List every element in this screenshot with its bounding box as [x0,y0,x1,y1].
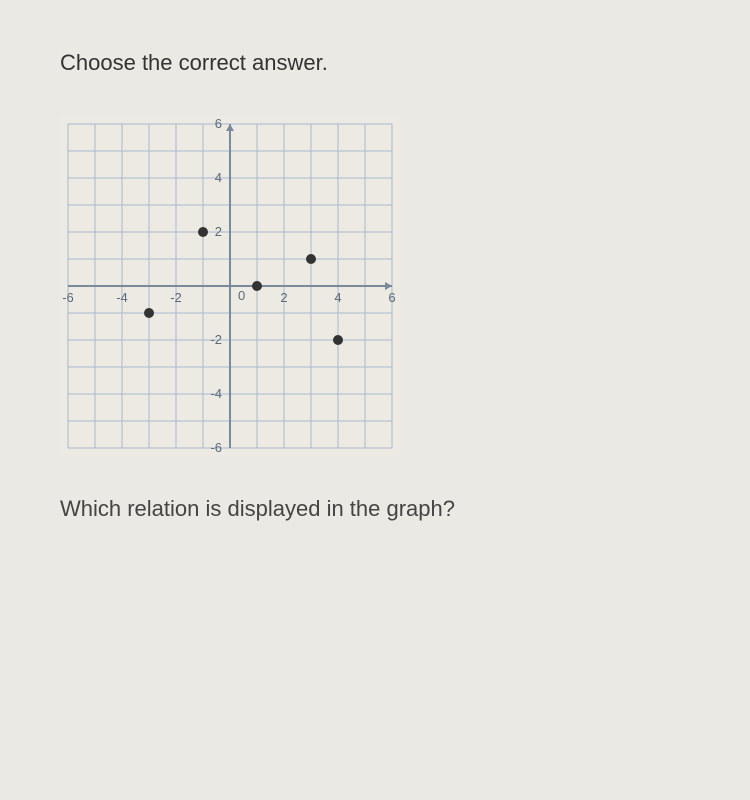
data-point [306,254,316,264]
prompt-text: Choose the correct answer. [60,50,750,76]
x-tick-label: 4 [334,290,341,305]
data-point [252,281,262,291]
y-tick-label: 4 [215,170,222,185]
y-tick-label: 6 [215,116,222,131]
origin-label: 0 [238,288,245,303]
data-point [333,335,343,345]
x-tick-label: -2 [170,290,182,305]
graph-svg: -6 -4 -2 2 4 6 -6 -4 -2 2 4 6 0 [60,116,400,456]
data-point [198,227,208,237]
question-text: Which relation is displayed in the graph… [60,496,750,522]
y-tick-label: -6 [210,440,222,455]
x-tick-label: 2 [280,290,287,305]
y-tick-label: -4 [210,386,222,401]
x-tick-label: -4 [116,290,128,305]
x-tick-label: 6 [388,290,395,305]
y-tick-label: -2 [210,332,222,347]
scatter-graph: -6 -4 -2 2 4 6 -6 -4 -2 2 4 6 0 [60,116,400,456]
x-tick-label: -6 [62,290,74,305]
data-point [144,308,154,318]
y-tick-label: 2 [215,224,222,239]
